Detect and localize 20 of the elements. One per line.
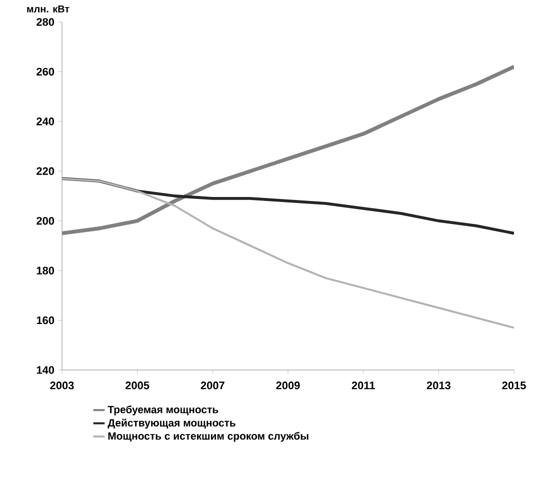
x-tick-label: 2013 [426,382,450,390]
y-tick-label: 200 [36,216,54,225]
y-tick-label: 280 [36,18,54,26]
legend-label: Требуемая мощность [108,406,218,416]
y-tick-label: 260 [36,68,54,76]
y-tick-label: 180 [36,266,54,274]
legend-label: Мощность с истекшим сроком службы [108,432,308,442]
x-tick-label: 2011 [352,382,375,390]
y-tick-label: 140 [36,366,54,374]
x-tick-label: 2005 [126,382,150,390]
y-tick-label: 240 [36,118,54,126]
x-tick-label: 2015 [502,382,526,390]
y-tick-label: 160 [36,316,54,324]
y-tick-label: 220 [36,167,54,176]
x-tick-label: 2003 [50,382,74,390]
legend-label: Действующая мощность [108,418,236,429]
line-series [62,178,514,329]
y-axis-title: млн. кВт [27,6,70,12]
x-tick-label: 2009 [276,382,300,390]
x-tick-label: 2007 [200,382,224,390]
